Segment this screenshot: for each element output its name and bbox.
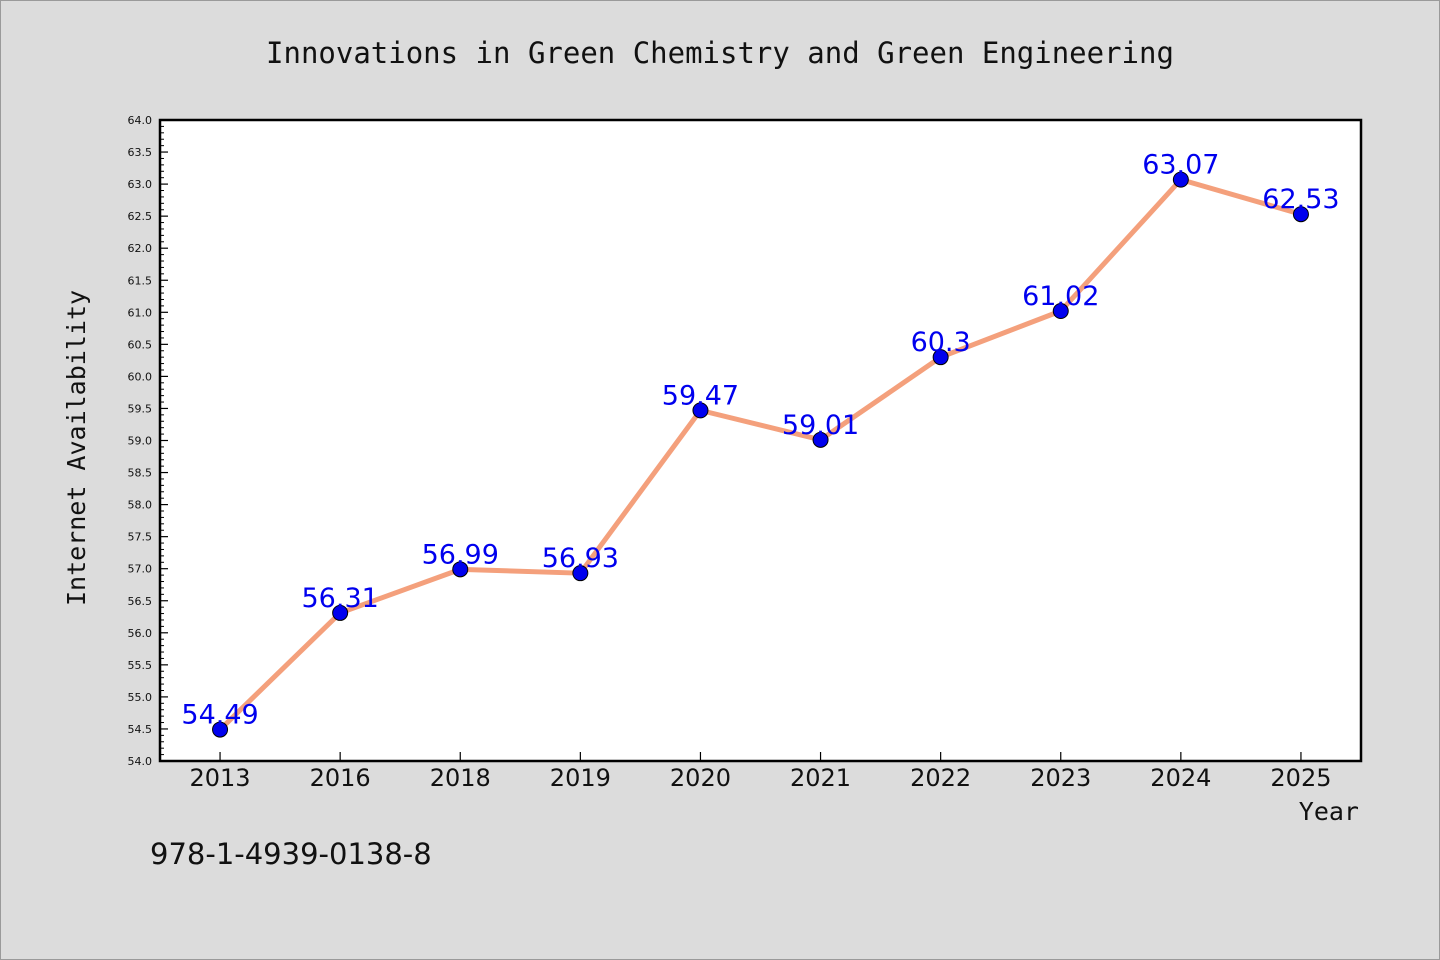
chart-title: Innovations in Green Chemistry and Green… bbox=[266, 36, 1174, 70]
y-tick-label: 55.5 bbox=[128, 659, 153, 672]
y-tick-label: 57.0 bbox=[128, 563, 153, 576]
y-tick-label: 54.5 bbox=[128, 723, 153, 736]
x-axis: 2013 2016 2018 2019 2020 2021 2022 2023 2024 2025 bbox=[190, 752, 1331, 792]
y-tick-label: 59.5 bbox=[128, 402, 153, 415]
data-label-group: 54.49 56.31 56.99 56.93 59.47 59.01 60.3 61.02 6… bbox=[181, 150, 1339, 731]
marker-group bbox=[212, 171, 1309, 738]
x-axis-label: Year bbox=[1299, 797, 1359, 826]
x-tick-label: 2022 bbox=[910, 764, 971, 792]
x-tick-label: 2018 bbox=[430, 764, 491, 792]
y-tick-label: 61.5 bbox=[128, 274, 153, 287]
y-tick-label: 58.0 bbox=[128, 499, 153, 512]
x-tick-label: 2020 bbox=[670, 764, 731, 792]
x-tick-label: 2023 bbox=[1030, 764, 1091, 792]
data-label: 61.02 bbox=[1022, 281, 1099, 312]
data-point bbox=[812, 431, 829, 448]
y-tick-label: 54.0 bbox=[128, 755, 153, 768]
data-point bbox=[1052, 303, 1069, 320]
x-tick-label: 2016 bbox=[310, 764, 371, 792]
y-tick-label: 62.5 bbox=[128, 210, 153, 223]
y-tick-label: 56.0 bbox=[128, 627, 153, 640]
y-tick-label: 61.0 bbox=[128, 306, 153, 319]
y-tick-label: 60.0 bbox=[128, 370, 153, 383]
x-tick-label: 2024 bbox=[1150, 764, 1211, 792]
data-label: 56.31 bbox=[302, 583, 379, 614]
data-label: 59.47 bbox=[662, 380, 739, 411]
x-tick-label: 2019 bbox=[550, 764, 611, 792]
data-label: 62.53 bbox=[1262, 184, 1339, 215]
data-point bbox=[452, 561, 469, 578]
y-tick-label: 64.0 bbox=[128, 114, 153, 127]
data-label: 63.07 bbox=[1142, 150, 1219, 181]
y-tick-label: 57.5 bbox=[128, 531, 153, 544]
data-label: 60.3 bbox=[911, 327, 971, 358]
y-tick-label: 63.5 bbox=[128, 146, 153, 159]
series-line bbox=[217, 177, 1304, 733]
data-label: 59.01 bbox=[782, 410, 859, 441]
y-tick-label: 62.0 bbox=[128, 242, 153, 255]
data-label: 56.99 bbox=[422, 539, 499, 570]
x-tick-label: 2021 bbox=[790, 764, 851, 792]
x-tick-label: 2013 bbox=[190, 764, 251, 792]
data-label: 54.49 bbox=[181, 700, 258, 731]
x-tick-label: 2025 bbox=[1270, 764, 1331, 792]
data-point bbox=[572, 565, 589, 582]
data-point bbox=[1172, 171, 1189, 188]
y-axis: 54.0 54.5 55.0 55.5 56.0 56.5 57.0 57.5 58.0 58.5… bbox=[128, 114, 168, 768]
data-point bbox=[692, 402, 709, 419]
y-tick-label: 56.5 bbox=[128, 595, 153, 608]
y-tick-label: 59.0 bbox=[128, 435, 153, 448]
plot-area bbox=[158, 118, 1363, 763]
data-point bbox=[212, 721, 229, 738]
y-tick-label: 60.5 bbox=[128, 338, 153, 351]
data-point bbox=[332, 604, 349, 621]
data-point bbox=[1292, 206, 1309, 223]
y-axis-label: Internet Availability bbox=[62, 290, 91, 606]
data-point bbox=[932, 349, 949, 366]
data-label: 56.93 bbox=[542, 543, 619, 574]
y-tick-label: 55.0 bbox=[128, 691, 153, 704]
y-tick-label: 58.5 bbox=[128, 467, 153, 480]
y-tick-label: 63.0 bbox=[128, 178, 153, 191]
footnote-isbn: 978-1-4939-0138-8 bbox=[150, 837, 432, 871]
series-line-group bbox=[217, 177, 1304, 733]
